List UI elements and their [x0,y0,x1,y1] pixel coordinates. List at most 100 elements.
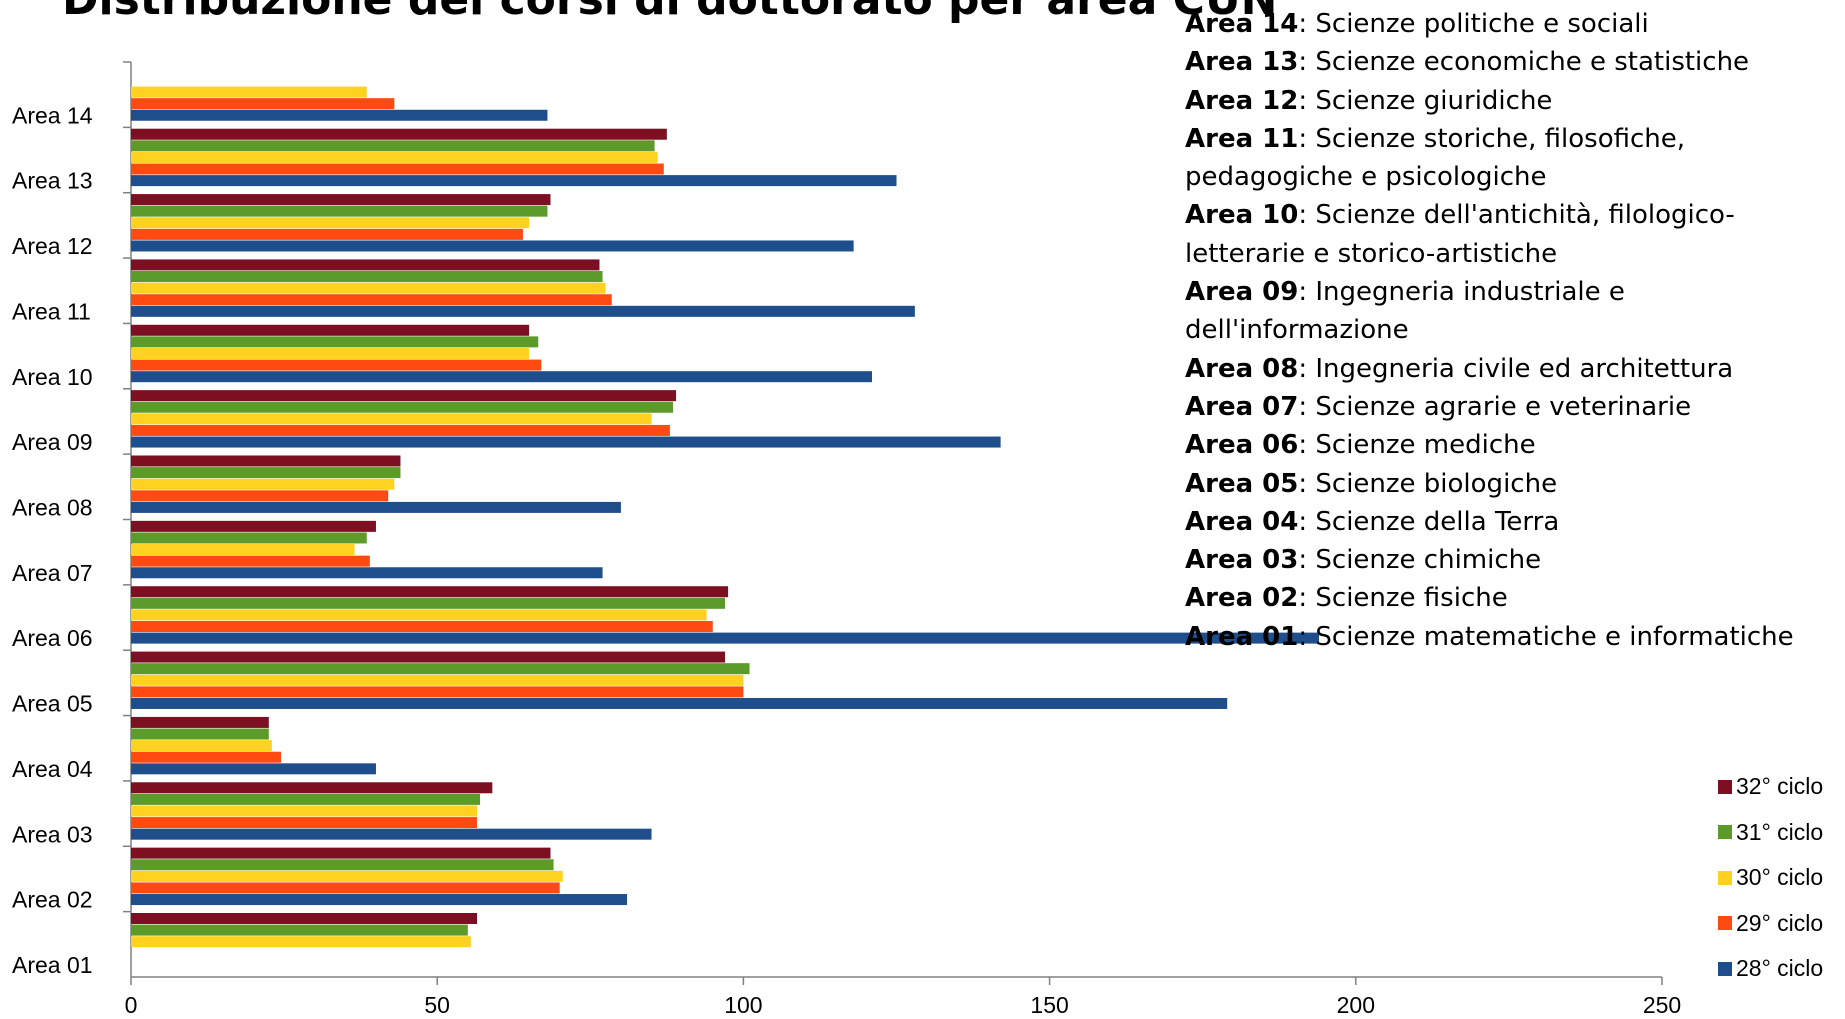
bar [131,751,282,763]
bar [131,859,554,871]
bar [131,651,726,663]
y-tick-label: Area 04 [12,756,93,782]
bar [131,490,389,502]
area-separator: : [1298,123,1316,154]
bar [131,305,915,317]
bar [131,817,478,829]
bar [131,390,677,402]
area-description: Ingegneria civile ed architettura [1315,353,1734,384]
area-separator: : [1298,430,1316,461]
area-code: Area 11 [1185,123,1299,154]
legend-label: 29° ciclo [1736,909,1824,936]
bar [131,674,744,686]
area-code: Area 10 [1185,200,1299,231]
bar [131,870,563,882]
area-separator: : [1298,277,1316,308]
legend-item: 30° ciclo [1718,855,1823,901]
area-list-item: Area 10: Scienze dell'antichità, filolog… [1185,196,1845,273]
bar [131,259,600,271]
bar [131,586,729,598]
legend-label: 30° ciclo [1736,864,1824,891]
bar [131,501,621,513]
bar [131,847,551,859]
bar [131,520,376,532]
bar [131,151,658,163]
x-tick-label: 50 [424,992,450,1018]
y-tick-label: Area 10 [12,364,93,390]
area-list-item: Area 04: Scienze della Terra [1185,503,1845,541]
bar [131,98,395,110]
bar [131,728,269,740]
y-tick-label: Area 05 [12,691,93,717]
area-separator: : [1298,85,1316,116]
legend-label: 28° ciclo [1736,955,1824,982]
bar [131,324,530,336]
area-list-item: Area 02: Scienze fisiche [1185,579,1845,617]
area-description: Scienze economiche e statistiche [1315,47,1750,78]
bar [131,478,395,490]
legend-item: 29° ciclo [1718,901,1823,947]
area-code: Area 08 [1185,353,1299,384]
bar [131,467,401,479]
y-tick-label: Area 02 [12,887,93,913]
legend-item: 28° ciclo [1718,946,1823,992]
area-description: Scienze chimiche [1315,545,1542,576]
area-list-item: Area 13: Scienze economiche e statistich… [1185,43,1845,81]
area-separator: : [1298,583,1316,614]
legend-item: 32° ciclo [1718,764,1823,810]
y-tick-label: Area 14 [12,102,93,128]
area-description: Scienze politiche e sociali [1315,9,1649,39]
bar [131,697,1228,709]
y-tick-label: Area 07 [12,560,93,586]
area-separator: : [1298,621,1316,652]
bar [131,336,539,348]
bar [131,175,897,187]
area-separator: : [1298,468,1316,499]
x-tick-label: 100 [724,992,762,1018]
bar [131,544,355,556]
area-description: Scienze matematiche e informatiche [1315,621,1794,652]
bar [131,924,468,936]
bar [131,194,551,206]
area-list-item: Area 03: Scienze chimiche [1185,541,1845,579]
chart-title: Distribuzione dei corsi di dottorato per… [62,0,1278,25]
area-code: Area 07 [1185,391,1299,422]
legend-swatch [1718,916,1732,931]
area-list-item: Area 08: Ingegneria civile ed architettu… [1185,350,1845,388]
bar [131,271,603,283]
area-description: Scienze fisiche [1315,583,1508,614]
area-code: Area 09 [1185,277,1299,308]
bar [131,228,523,240]
bar [131,632,1320,644]
area-description: Scienze biologiche [1315,468,1558,499]
area-code: Area 02 [1185,583,1299,614]
x-tick-label: 250 [1643,992,1681,1018]
bar [131,663,750,675]
area-list-item: Area 11: Scienze storiche, filosofiche, … [1185,120,1845,197]
bar [131,128,667,140]
bar [131,894,628,906]
bar [131,555,370,567]
bar [131,163,664,175]
area-separator: : [1298,47,1316,78]
legend-label: 31° ciclo [1736,818,1824,845]
legend-swatch [1718,961,1732,976]
area-separator: : [1298,545,1316,576]
y-tick-label: Area 06 [12,625,93,651]
x-tick-label: 150 [1030,992,1068,1018]
area-description: Scienze dell'antichità, filologico-lette… [1185,200,1735,269]
area-description: Scienze storiche, filosofiche, pedagogic… [1185,123,1686,193]
legend-swatch [1718,870,1732,885]
legend-swatch [1718,825,1732,840]
bar [131,828,652,840]
area-code: Area 14 [1185,9,1299,39]
bar [131,567,603,579]
y-tick-label: Area 09 [12,429,93,455]
bar [131,621,713,633]
bar [131,532,367,544]
bar [131,609,707,621]
area-separator: : [1298,506,1316,537]
y-tick-label: Area 12 [12,233,93,259]
bar [131,716,269,728]
